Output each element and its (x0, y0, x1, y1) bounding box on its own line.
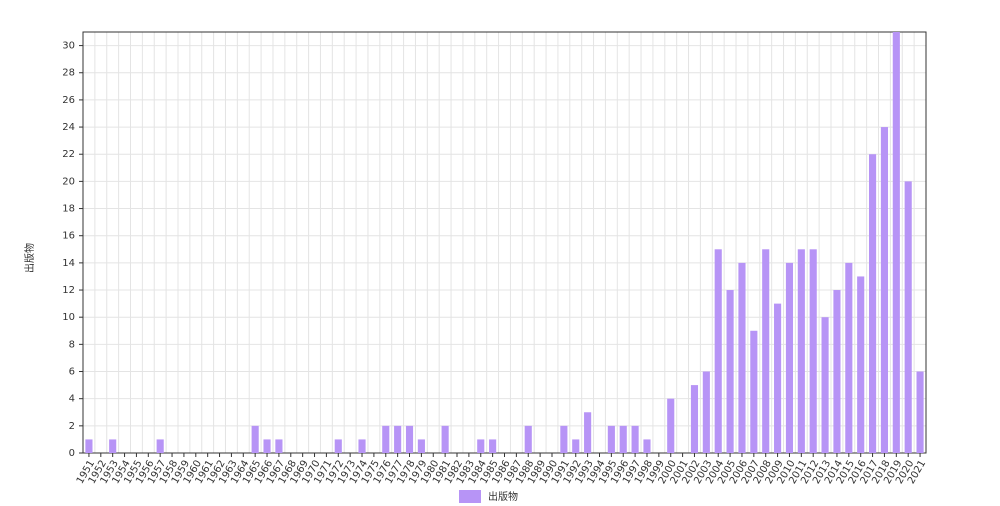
y-tick-label: 16 (62, 231, 75, 242)
bar (263, 439, 271, 453)
bar (631, 425, 639, 453)
bar (572, 439, 580, 453)
y-tick-label: 26 (62, 95, 75, 106)
bar (726, 290, 734, 453)
bar (358, 439, 366, 453)
bar (382, 425, 390, 453)
bar (489, 439, 497, 453)
y-tick-label: 0 (69, 448, 75, 459)
y-tick-label: 8 (69, 339, 75, 350)
y-tick-label: 6 (69, 367, 75, 378)
bar (405, 425, 414, 453)
bar (524, 425, 532, 453)
bar (880, 127, 889, 453)
bar (785, 262, 794, 453)
bar (251, 425, 259, 453)
y-tick-label: 28 (62, 68, 75, 79)
y-tick-label: 14 (62, 258, 75, 269)
bar (643, 439, 651, 453)
y-tick-label: 22 (62, 149, 75, 160)
y-tick-label: 2 (69, 421, 75, 432)
bar (857, 276, 865, 453)
bar (821, 317, 829, 453)
bar (560, 425, 568, 453)
bar (762, 249, 770, 453)
bar (394, 425, 402, 453)
bar (892, 32, 900, 453)
y-axis-label: 出版物 (23, 243, 36, 273)
bar (85, 439, 93, 453)
bar (619, 425, 627, 453)
bar (441, 425, 449, 453)
bar (916, 371, 924, 453)
bar (904, 181, 912, 454)
bar (584, 412, 592, 453)
legend-swatch (459, 490, 481, 503)
bar (738, 262, 746, 453)
y-tick-label: 24 (62, 122, 75, 133)
bar (750, 330, 758, 453)
bar (845, 262, 853, 453)
y-tick-label: 10 (62, 312, 75, 323)
y-tick-label: 18 (62, 204, 75, 215)
bar (667, 398, 675, 453)
bar (417, 439, 425, 453)
bar (714, 249, 722, 453)
bar (869, 154, 877, 453)
bar (156, 439, 164, 453)
y-tick-label: 30 (62, 41, 75, 52)
bar (809, 249, 817, 453)
bar (607, 425, 615, 453)
bar (477, 439, 485, 453)
y-tick-label: 20 (62, 176, 75, 187)
bar (797, 249, 805, 453)
bar (702, 371, 710, 453)
y-tick-label: 12 (62, 285, 75, 296)
bar (109, 439, 117, 453)
bar (774, 303, 782, 453)
bar (833, 290, 841, 453)
y-tick-label: 4 (69, 394, 75, 405)
bar (690, 385, 699, 453)
bar (334, 439, 342, 453)
legend-label: 出版物 (488, 490, 518, 503)
bar (275, 439, 283, 453)
